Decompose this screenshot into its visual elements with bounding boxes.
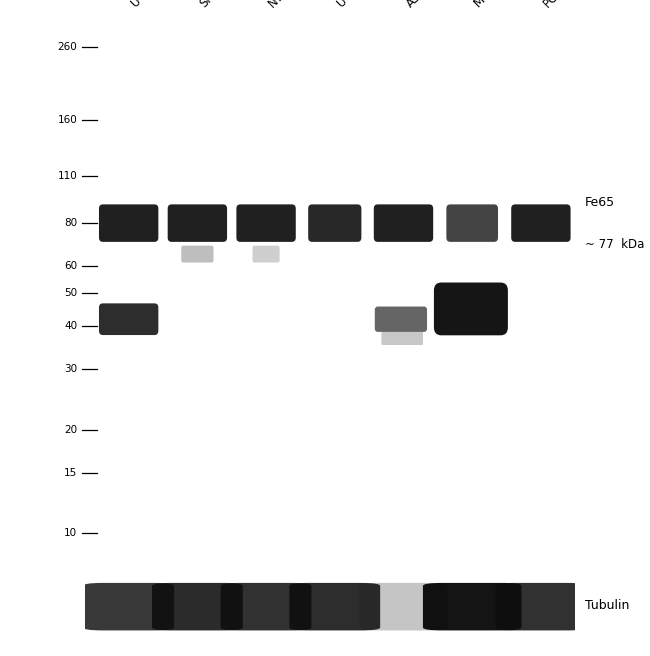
FancyBboxPatch shape (511, 205, 571, 242)
FancyBboxPatch shape (99, 205, 159, 242)
FancyBboxPatch shape (99, 303, 159, 335)
FancyBboxPatch shape (434, 283, 508, 335)
FancyBboxPatch shape (221, 583, 311, 630)
Text: U-2 OS: U-2 OS (335, 0, 373, 10)
FancyBboxPatch shape (423, 583, 521, 630)
FancyBboxPatch shape (237, 205, 296, 242)
Text: SH-SY5Y: SH-SY5Y (198, 0, 242, 10)
Text: 20: 20 (64, 425, 77, 435)
FancyBboxPatch shape (382, 331, 423, 345)
FancyBboxPatch shape (289, 583, 380, 630)
Text: Fe65: Fe65 (585, 195, 615, 209)
Text: ~ 77  kDa: ~ 77 kDa (585, 237, 644, 251)
FancyBboxPatch shape (447, 205, 498, 242)
FancyBboxPatch shape (374, 205, 433, 242)
Text: 80: 80 (64, 218, 77, 228)
FancyBboxPatch shape (375, 306, 427, 332)
FancyBboxPatch shape (359, 583, 448, 630)
Text: NTERA-2: NTERA-2 (266, 0, 311, 10)
Text: 60: 60 (64, 261, 77, 271)
Text: Mouse Brain: Mouse Brain (472, 0, 533, 10)
FancyBboxPatch shape (168, 205, 227, 242)
Text: PC-12: PC-12 (541, 0, 575, 10)
Text: 260: 260 (57, 43, 77, 52)
Text: A549: A549 (404, 0, 434, 10)
Text: 30: 30 (64, 364, 77, 375)
FancyBboxPatch shape (252, 245, 280, 262)
FancyBboxPatch shape (181, 245, 213, 262)
Text: 160: 160 (57, 115, 77, 125)
Text: U-87 MG: U-87 MG (129, 0, 174, 10)
Text: Tubulin: Tubulin (585, 599, 629, 611)
Text: 50: 50 (64, 288, 77, 298)
Text: 110: 110 (57, 171, 77, 180)
FancyBboxPatch shape (152, 583, 242, 630)
FancyBboxPatch shape (495, 583, 586, 630)
Text: 40: 40 (64, 321, 77, 331)
Text: 10: 10 (64, 528, 77, 538)
FancyBboxPatch shape (308, 205, 361, 242)
FancyBboxPatch shape (83, 583, 174, 630)
Text: 15: 15 (64, 468, 77, 478)
